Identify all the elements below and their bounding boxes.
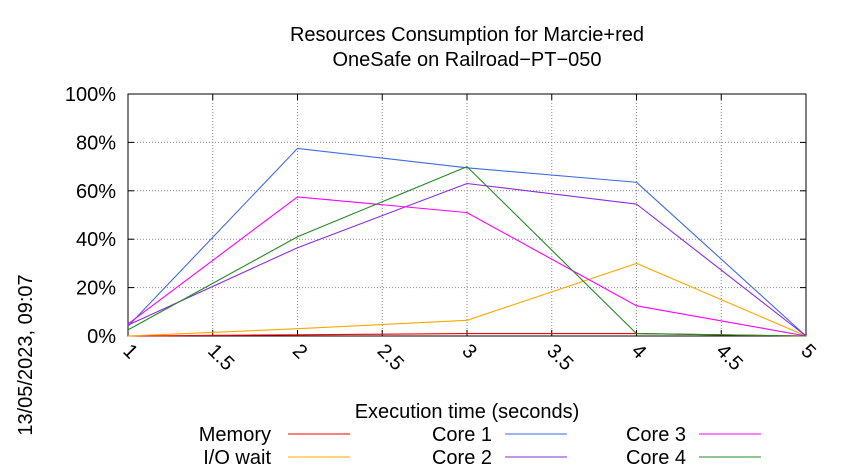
y-tick-label: 0% <box>87 326 116 348</box>
x-tick-label: 3 <box>457 340 480 363</box>
x-tick-label: 5 <box>796 340 819 363</box>
series-line-i-o-wait <box>127 262 807 337</box>
series-line-core-4 <box>127 165 807 337</box>
chart-title-line1: Resources Consumption for Marcie+red <box>290 24 644 46</box>
legend-label-core-1: Core 1 <box>432 424 492 446</box>
legend-label-core-4: Core 4 <box>626 447 686 469</box>
x-tick-label: 1.5 <box>203 340 238 375</box>
timestamp-label: 13/05/2023, 09:07 <box>15 274 37 435</box>
x-tick-label: 2.5 <box>373 340 408 375</box>
x-axis-label: Execution time (seconds) <box>355 401 580 423</box>
x-axis-ticks: 1 1.5 2 2.5 3 3.5 4 4.5 5 <box>118 94 820 375</box>
legend-label-core-2: Core 2 <box>432 447 492 469</box>
y-axis-ticks: 0% 20% 40% 60% 80% 100% <box>65 84 806 348</box>
chart-grid <box>128 94 806 336</box>
legend-label-i-o-wait: I/O wait <box>203 447 271 469</box>
chart-title-line2: OneSafe on Railroad−PT−050 <box>332 49 601 71</box>
x-tick-label: 2 <box>288 340 311 363</box>
legend-label-core-3: Core 3 <box>626 424 686 446</box>
y-tick-label: 100% <box>65 84 116 106</box>
x-tick-label: 4 <box>627 340 650 363</box>
series-lines <box>127 147 807 337</box>
series-line-core-2 <box>127 182 807 337</box>
y-tick-label: 60% <box>76 181 116 203</box>
x-tick-label: 4.5 <box>712 340 747 375</box>
y-tick-label: 40% <box>76 229 116 251</box>
x-tick-label: 3.5 <box>542 340 577 375</box>
y-tick-label: 20% <box>76 278 116 300</box>
y-tick-label: 80% <box>76 132 116 154</box>
series-line-core-3 <box>127 196 807 337</box>
x-tick-label: 1 <box>118 340 141 363</box>
legend-label-memory: Memory <box>199 424 271 446</box>
series-line-core-1 <box>127 147 807 337</box>
